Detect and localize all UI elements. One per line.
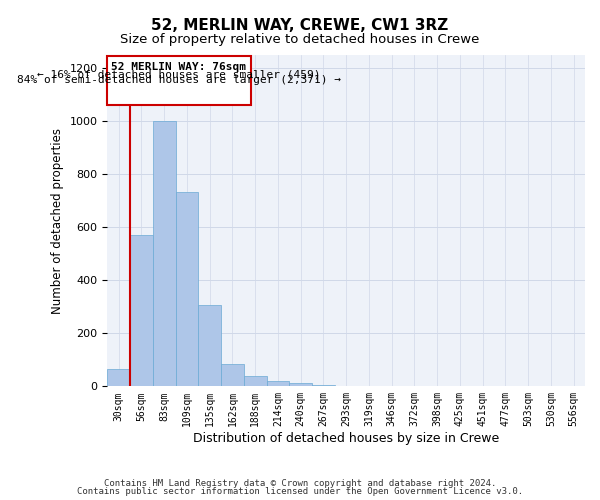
Bar [289,383,312,386]
Y-axis label: Number of detached properties: Number of detached properties [51,128,64,314]
Bar [244,376,266,386]
Text: 52, MERLIN WAY, CREWE, CW1 3RZ: 52, MERLIN WAY, CREWE, CW1 3RZ [151,18,449,32]
Text: 84% of semi-detached houses are larger (2,371) →: 84% of semi-detached houses are larger (… [17,76,341,86]
Bar [266,381,289,386]
Bar [153,122,176,386]
Bar [107,369,130,386]
Text: Contains HM Land Registry data © Crown copyright and database right 2024.: Contains HM Land Registry data © Crown c… [104,478,496,488]
Bar [130,235,153,386]
Bar [312,385,335,386]
Bar [176,192,198,386]
Bar [221,364,244,386]
X-axis label: Distribution of detached houses by size in Crewe: Distribution of detached houses by size … [193,432,499,445]
Text: Contains public sector information licensed under the Open Government Licence v3: Contains public sector information licen… [77,487,523,496]
Bar [198,306,221,386]
Text: Size of property relative to detached houses in Crewe: Size of property relative to detached ho… [121,32,479,46]
Text: ← 16% of detached houses are smaller (459): ← 16% of detached houses are smaller (45… [37,69,320,79]
Bar [107,56,251,106]
Text: 52 MERLIN WAY: 76sqm: 52 MERLIN WAY: 76sqm [112,62,247,72]
